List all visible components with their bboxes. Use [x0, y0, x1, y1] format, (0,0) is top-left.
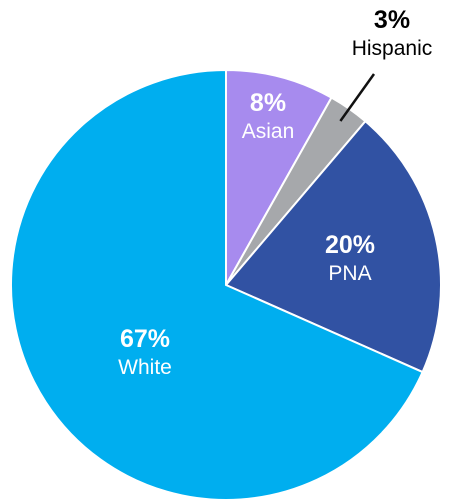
slice-label-pna: 20% PNA	[325, 231, 375, 285]
slice-name-hispanic: Hispanic	[352, 37, 433, 60]
slice-name-pna: PNA	[328, 262, 371, 285]
slice-name-asian: Asian	[242, 120, 295, 143]
slice-name-white: White	[118, 356, 172, 379]
slice-percent-pna: 20%	[325, 231, 375, 259]
slice-label-white: 67% White	[118, 325, 172, 379]
slice-percent-hispanic: 3%	[374, 6, 410, 34]
slice-percent-asian: 8%	[250, 89, 286, 117]
slice-label-hispanic: 3% Hispanic	[352, 6, 433, 60]
slice-percent-white: 67%	[120, 325, 170, 353]
